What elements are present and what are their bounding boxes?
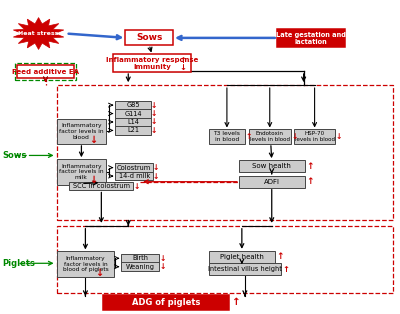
Text: ↓: ↓ — [89, 135, 97, 145]
Text: ↓: ↓ — [335, 132, 342, 141]
Bar — [56, 226, 393, 293]
Text: Birth: Birth — [132, 255, 148, 261]
FancyBboxPatch shape — [115, 172, 153, 181]
Text: ↓: ↓ — [151, 126, 157, 135]
Text: T3 levels
in blood: T3 levels in blood — [214, 131, 240, 142]
FancyBboxPatch shape — [209, 263, 281, 275]
FancyBboxPatch shape — [294, 129, 335, 144]
Text: ↓: ↓ — [151, 100, 157, 110]
Text: ↓: ↓ — [89, 176, 97, 186]
Text: HSP-70
levels in blood: HSP-70 levels in blood — [295, 131, 335, 142]
Text: Weaning: Weaning — [126, 264, 155, 270]
Text: Heat stress: Heat stress — [18, 31, 59, 36]
Text: Piglet health: Piglet health — [220, 254, 264, 260]
Text: G85: G85 — [126, 102, 140, 108]
Text: ADFI: ADFI — [264, 179, 280, 185]
FancyBboxPatch shape — [115, 101, 151, 110]
Text: ↓: ↓ — [291, 132, 298, 141]
FancyBboxPatch shape — [115, 163, 153, 172]
Text: ↑: ↑ — [179, 56, 186, 65]
FancyBboxPatch shape — [249, 129, 291, 144]
FancyBboxPatch shape — [115, 118, 151, 126]
Text: ↓: ↓ — [160, 254, 166, 263]
FancyBboxPatch shape — [121, 254, 159, 263]
Text: Piglets: Piglets — [3, 259, 36, 268]
Text: Sow health: Sow health — [252, 163, 291, 169]
Text: ↓: ↓ — [160, 262, 166, 271]
FancyBboxPatch shape — [103, 295, 229, 310]
Polygon shape — [13, 18, 64, 50]
Text: ↓: ↓ — [153, 171, 159, 181]
FancyBboxPatch shape — [115, 126, 151, 135]
Text: ↓: ↓ — [151, 117, 157, 127]
Text: G114: G114 — [124, 111, 142, 116]
FancyBboxPatch shape — [69, 182, 134, 191]
Text: Inflammatory response
Immunity: Inflammatory response Immunity — [106, 57, 198, 70]
Text: ↓: ↓ — [179, 62, 186, 72]
FancyBboxPatch shape — [209, 129, 245, 144]
Text: 14-d milk: 14-d milk — [119, 173, 150, 179]
FancyBboxPatch shape — [115, 109, 151, 118]
Text: ↑: ↑ — [282, 265, 289, 274]
Text: ↑: ↑ — [306, 162, 313, 171]
Bar — [15, 63, 76, 80]
Text: ↑: ↑ — [276, 252, 284, 261]
Bar — [56, 85, 393, 219]
Text: SCC in colostrum: SCC in colostrum — [73, 183, 130, 189]
FancyBboxPatch shape — [239, 160, 305, 172]
Text: ↑: ↑ — [246, 132, 252, 141]
FancyBboxPatch shape — [57, 159, 106, 185]
Text: L21: L21 — [127, 127, 139, 133]
Text: Intestinal villus height: Intestinal villus height — [208, 266, 282, 272]
Text: ↑: ↑ — [232, 297, 241, 307]
Text: ↓: ↓ — [153, 163, 159, 172]
Text: Endotoxin
levels in blood: Endotoxin levels in blood — [250, 131, 290, 142]
Text: Inflammatory
factor levels in
blood of piglets: Inflammatory factor levels in blood of p… — [62, 256, 108, 272]
Text: Feed additive EA: Feed additive EA — [12, 69, 79, 75]
Text: ↓: ↓ — [151, 109, 157, 118]
Text: Inflammatory
factor levels in
blood: Inflammatory factor levels in blood — [59, 123, 104, 139]
Text: ↑: ↑ — [306, 177, 313, 186]
Text: ↓: ↓ — [133, 181, 140, 191]
Text: Inflammatory
factor levels in
milk: Inflammatory factor levels in milk — [59, 164, 104, 180]
FancyBboxPatch shape — [113, 54, 191, 72]
Text: L14: L14 — [127, 119, 139, 125]
Text: Late gestation and
lactation: Late gestation and lactation — [276, 32, 346, 45]
FancyBboxPatch shape — [57, 119, 106, 144]
FancyBboxPatch shape — [239, 176, 305, 188]
Text: ADG of piglets: ADG of piglets — [132, 298, 200, 307]
Text: Colostrum: Colostrum — [117, 165, 151, 171]
FancyBboxPatch shape — [57, 252, 114, 277]
FancyBboxPatch shape — [125, 30, 173, 46]
Text: Sows: Sows — [136, 33, 162, 42]
FancyBboxPatch shape — [121, 263, 159, 271]
FancyBboxPatch shape — [18, 65, 74, 78]
FancyBboxPatch shape — [209, 251, 275, 263]
Text: ↓: ↓ — [95, 268, 103, 278]
Text: Sows: Sows — [3, 151, 27, 160]
FancyBboxPatch shape — [276, 30, 345, 47]
